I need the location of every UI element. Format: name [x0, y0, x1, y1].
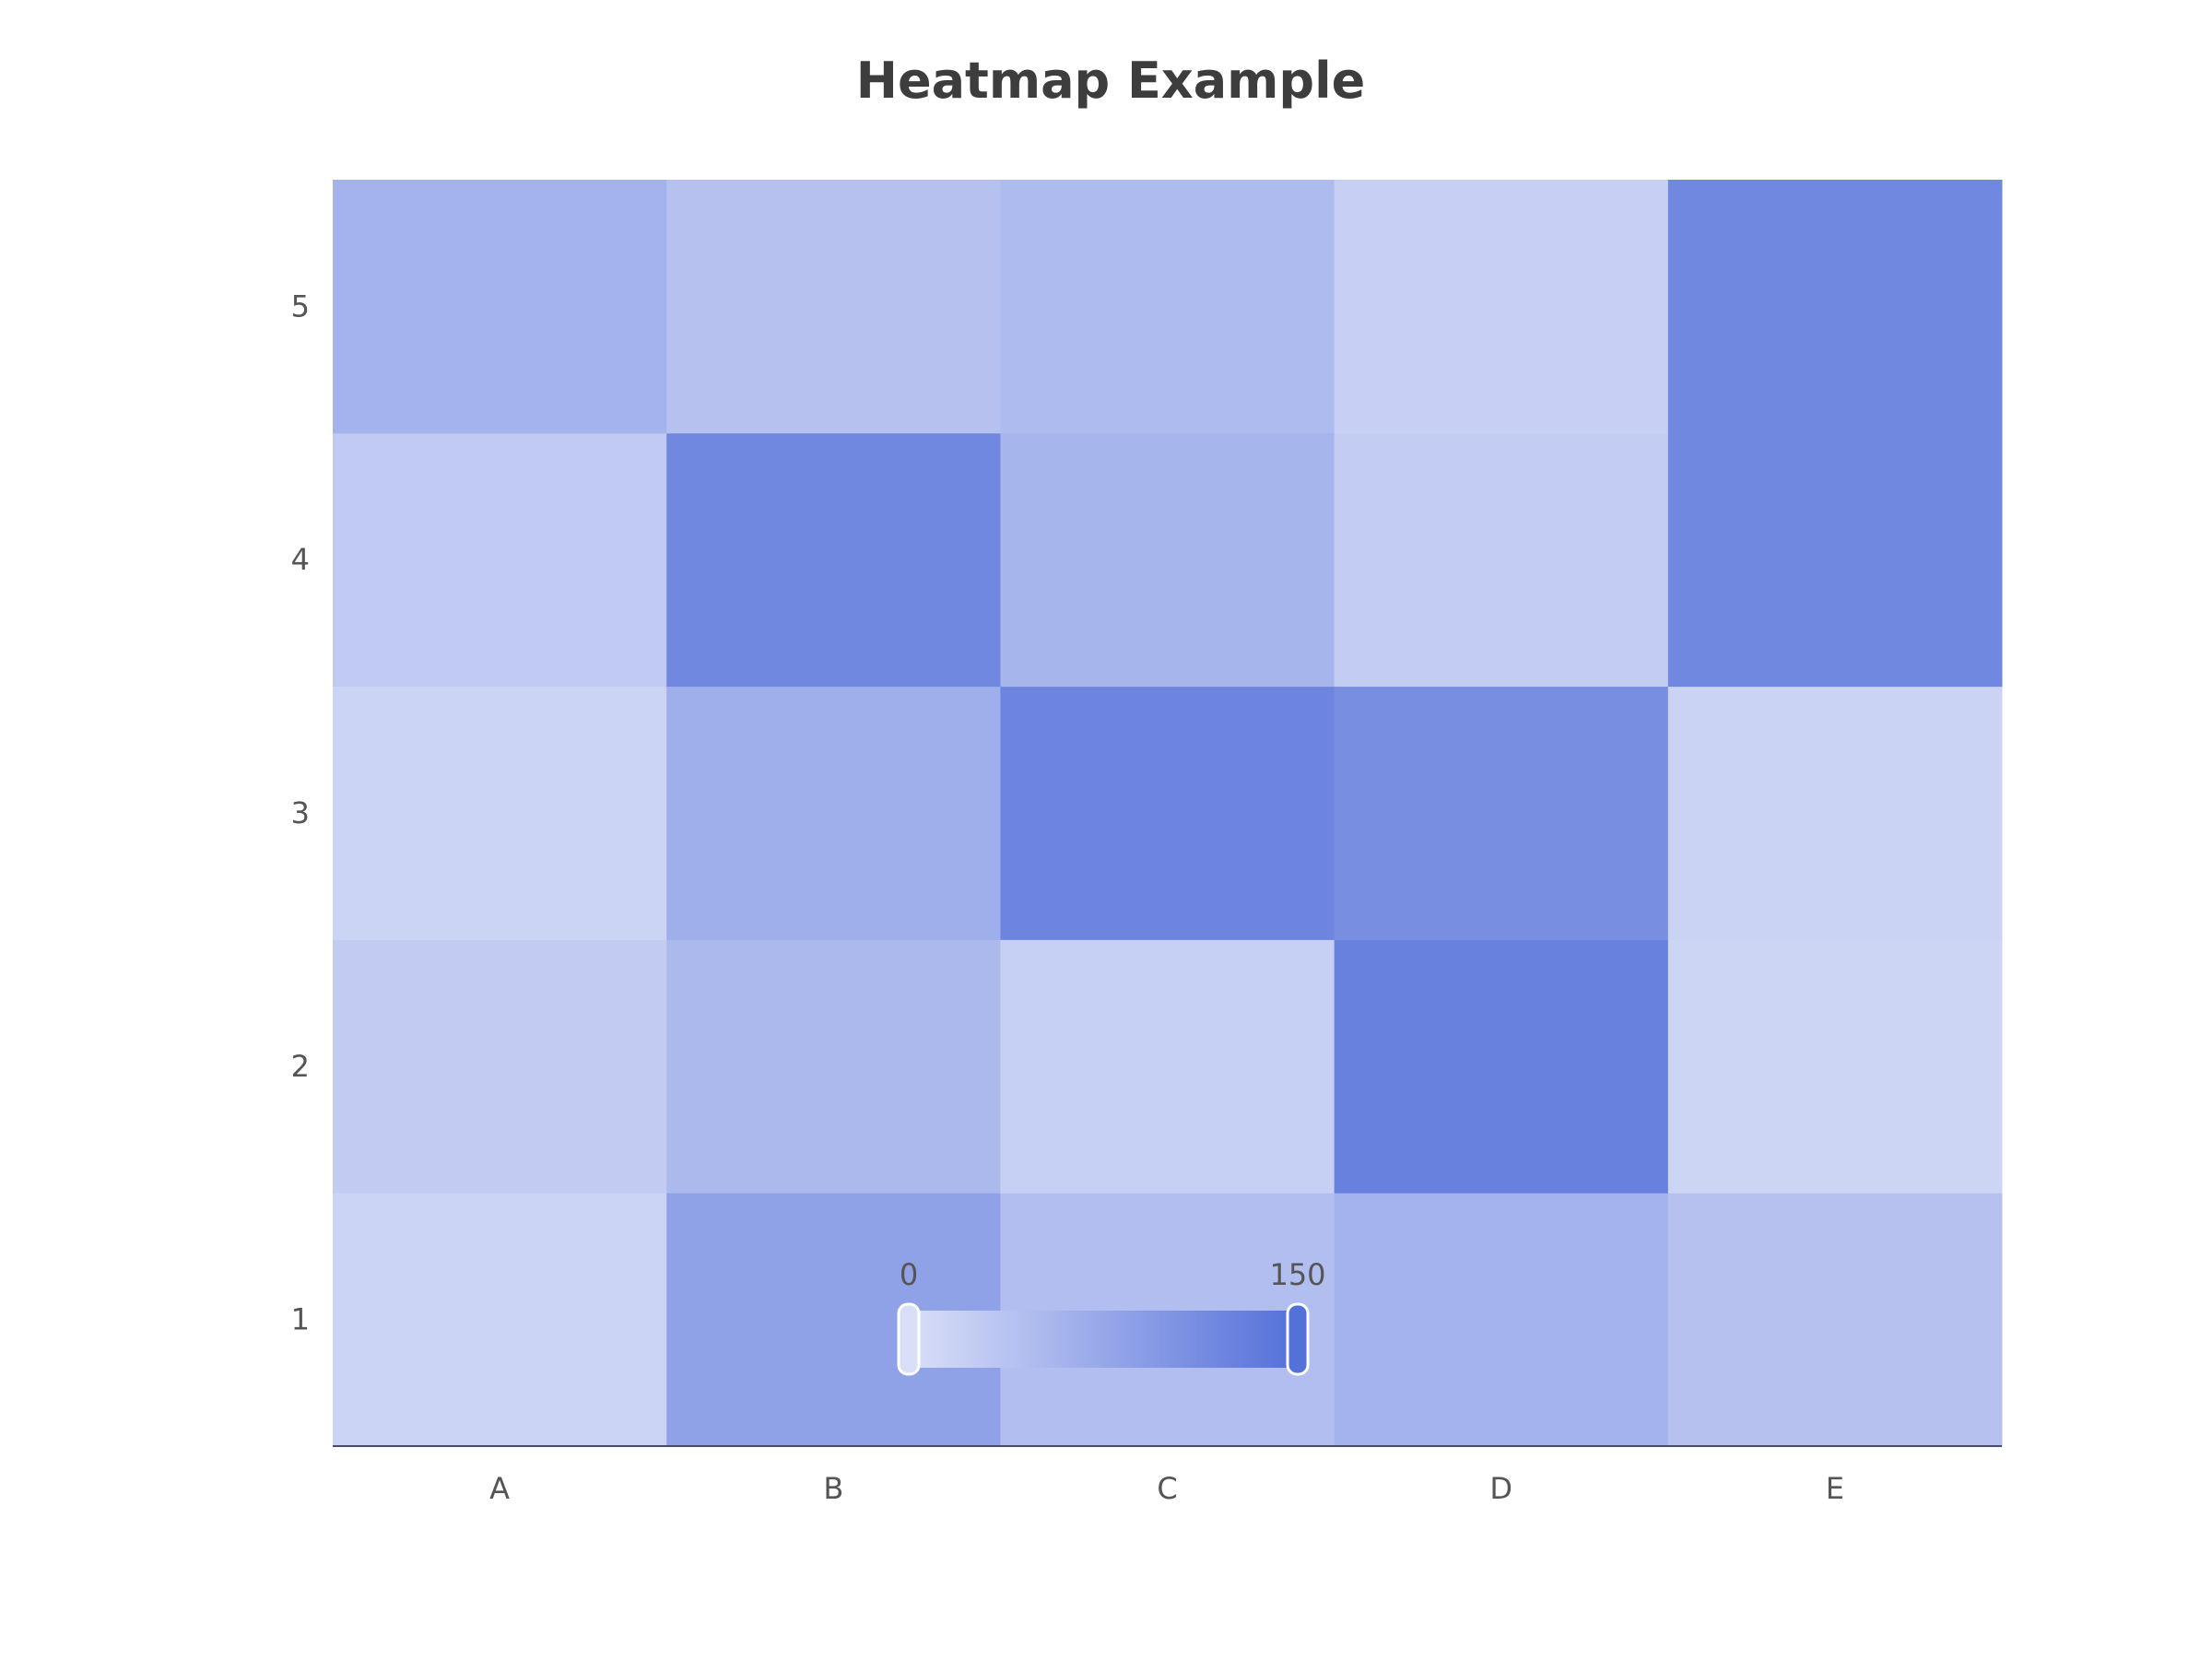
- y-tick-label: 2: [291, 1049, 310, 1084]
- heatmap-cell-A-5[interactable]: [333, 180, 667, 434]
- heatmap-cell-E-3[interactable]: [1667, 686, 2003, 940]
- x-axis-ticks: A B C D E: [489, 1471, 1844, 1506]
- heatmap-cell-B-5[interactable]: [666, 180, 1001, 434]
- heatmap-cell-D-1[interactable]: [1334, 1193, 1669, 1447]
- heatmap-cell-C-2[interactable]: [1000, 939, 1335, 1194]
- heatmap-cell-B-3[interactable]: [666, 686, 1001, 940]
- visual-map-max-label: 150: [1269, 1257, 1325, 1292]
- y-tick-label: 4: [291, 542, 310, 577]
- heatmap-cells: [333, 180, 2003, 1447]
- heatmap-cell-A-3[interactable]: [333, 686, 667, 940]
- heatmap-cell-C-4[interactable]: [1000, 432, 1335, 688]
- x-tick-label: E: [1826, 1471, 1844, 1506]
- visual-map[interactable]: 0 150: [897, 1257, 1326, 1376]
- y-tick-label: 5: [291, 288, 310, 324]
- x-tick-label: A: [489, 1471, 510, 1506]
- heatmap-cell-D-3[interactable]: [1334, 686, 1669, 940]
- chart-title: Heatmap Example: [856, 52, 1365, 110]
- heatmap-cell-A-4[interactable]: [333, 432, 667, 688]
- heatmap-cell-A-1[interactable]: [333, 1193, 667, 1447]
- heatmap-cell-D-2[interactable]: [1334, 939, 1669, 1194]
- heatmap-cell-D-4[interactable]: [1334, 432, 1669, 688]
- heatmap-cell-B-2[interactable]: [666, 939, 1001, 1194]
- x-tick-label: B: [823, 1471, 843, 1506]
- visual-map-bar[interactable]: [909, 1311, 1298, 1368]
- heatmap-cell-E-4[interactable]: [1667, 432, 2003, 688]
- x-tick-label: D: [1489, 1471, 1512, 1506]
- heatmap-cell-B-4[interactable]: [666, 432, 1001, 688]
- heatmap-cell-C-5[interactable]: [1000, 180, 1335, 434]
- heatmap-cell-D-5[interactable]: [1334, 180, 1669, 434]
- visual-map-min-handle[interactable]: [897, 1302, 921, 1376]
- heatmap-cell-E-5[interactable]: [1667, 180, 2003, 434]
- visual-map-min-label: 0: [900, 1257, 918, 1292]
- heatmap-cell-A-2[interactable]: [333, 939, 667, 1194]
- x-tick-label: C: [1157, 1471, 1177, 1506]
- y-tick-label: 3: [291, 795, 310, 830]
- y-axis-ticks: 1 2 3 4 5: [291, 288, 310, 1336]
- visual-map-max-handle[interactable]: [1286, 1302, 1310, 1376]
- heatmap-cell-E-1[interactable]: [1667, 1193, 2003, 1447]
- y-tick-label: 1: [291, 1302, 310, 1337]
- heatmap-cell-E-2[interactable]: [1667, 939, 2003, 1194]
- heatmap-cell-C-3[interactable]: [1000, 686, 1335, 940]
